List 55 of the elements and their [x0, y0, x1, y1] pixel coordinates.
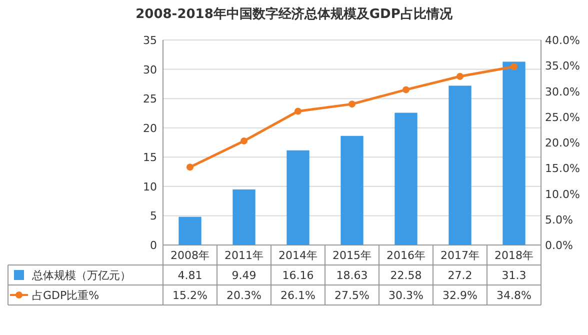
bar [178, 216, 202, 245]
data-label: 4.81 [178, 269, 202, 282]
data-label: 34.8% [496, 289, 532, 302]
data-label: 26.1% [280, 289, 316, 302]
point [402, 86, 410, 94]
x-tick-label: 2008年 [170, 249, 210, 262]
point [294, 108, 302, 115]
y2-tick-label: 5.0% [545, 213, 573, 226]
bar [448, 86, 472, 245]
point [510, 63, 518, 70]
y2-tick-label: 35.0% [545, 60, 580, 73]
data-label: 30.3% [388, 289, 424, 302]
y-tick-label: 10 [143, 180, 157, 194]
x-tick-label: 2011年 [224, 249, 264, 262]
data-label: 18.63 [336, 269, 368, 282]
y2-tick-label: 30.0% [545, 85, 580, 98]
point [186, 164, 194, 171]
data-label: 20.3% [226, 289, 262, 302]
x-tick-label: 2018年 [494, 249, 534, 262]
x-tick-label: 2016年 [386, 249, 426, 262]
bar [232, 189, 256, 245]
y-tick-label: 25 [143, 92, 157, 106]
bar [394, 112, 418, 245]
y-tick-label: 0 [150, 239, 157, 252]
x-tick-label: 2014年 [278, 249, 318, 262]
y2-tick-label: 10.0% [545, 188, 580, 201]
y2-tick-label: 20.0% [545, 136, 580, 150]
bar [286, 150, 310, 245]
x-tick-label: 2017年 [440, 249, 480, 262]
y2-tick-label: 0.0% [545, 239, 573, 252]
y2-tick-label: 40.0% [545, 34, 580, 47]
data-label: 27.5% [334, 289, 370, 302]
legend-label: 占GDP比重% [32, 289, 100, 302]
data-label: 31.3 [502, 269, 526, 282]
data-label: 16.16 [282, 269, 314, 282]
data-label: 27.2 [448, 269, 472, 282]
chart-title: 2008-2018年中国数字经济总体规模及GDP占比情况 [136, 6, 454, 22]
y-tick-label: 5 [150, 210, 157, 223]
y-tick-label: 20 [143, 122, 157, 135]
point [456, 72, 464, 80]
y2-tick-label: 25.0% [545, 110, 580, 124]
data-label: 15.2% [172, 289, 208, 302]
y2-tick-label: 15.0% [545, 162, 580, 176]
data-label: 22.58 [390, 269, 422, 282]
data-label: 32.9% [442, 289, 478, 302]
data-label: 9.49 [232, 269, 256, 282]
y-tick-label: 30 [143, 63, 157, 76]
x-tick-label: 2015年 [332, 249, 372, 262]
y-tick-label: 15 [143, 151, 157, 164]
y-tick-label: 35 [143, 34, 157, 47]
bar [340, 136, 364, 245]
bar [502, 62, 526, 245]
point [240, 137, 248, 144]
legend-label: 总体规模（万亿元） [31, 269, 131, 282]
point [348, 100, 356, 108]
